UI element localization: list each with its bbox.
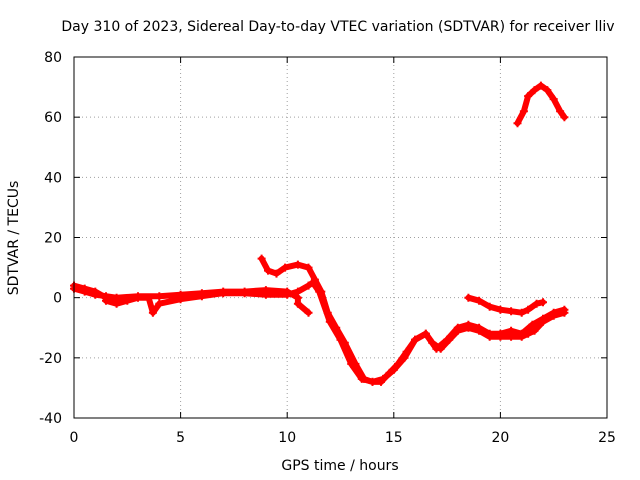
data-point xyxy=(421,329,430,338)
data-point xyxy=(428,338,437,347)
data-point xyxy=(264,266,272,275)
data-point xyxy=(539,317,547,326)
data-point xyxy=(475,326,484,335)
y-axis-label: SDTVAR / TECUs xyxy=(6,181,22,296)
data-point xyxy=(536,81,545,90)
data-point xyxy=(560,308,569,317)
x-tick-label: 5 xyxy=(176,430,185,446)
axis-ticks xyxy=(73,56,608,419)
data-point xyxy=(556,107,565,116)
data-point xyxy=(340,338,349,347)
y-tick-label: 40 xyxy=(44,170,62,186)
data-point xyxy=(176,295,185,304)
x-tick-label: 10 xyxy=(278,430,296,446)
data-point xyxy=(102,296,110,305)
data-point xyxy=(549,311,558,320)
y-tick-label: -40 xyxy=(39,411,62,427)
data-point xyxy=(134,293,142,302)
grid xyxy=(74,57,607,418)
data-point xyxy=(123,296,132,305)
data-point xyxy=(272,269,281,278)
data-point xyxy=(304,263,313,272)
x-tick-label: 25 xyxy=(598,430,616,446)
x-axis-label: GPS time / hours xyxy=(281,458,398,474)
data-point xyxy=(257,254,266,263)
data-point xyxy=(304,308,313,317)
data-point xyxy=(310,275,319,284)
data-point xyxy=(532,299,541,308)
data-point xyxy=(144,293,153,302)
y-tick-label: 80 xyxy=(44,50,62,66)
data-point xyxy=(112,299,121,308)
data-point xyxy=(485,302,494,311)
data-point xyxy=(368,377,377,386)
series-group xyxy=(70,81,569,386)
data-point xyxy=(317,287,326,296)
data-point xyxy=(464,323,473,332)
data-point xyxy=(293,287,302,296)
data-point xyxy=(411,335,420,344)
data-point xyxy=(155,292,164,301)
data-point xyxy=(80,284,89,293)
data-point xyxy=(539,298,547,307)
data-point xyxy=(513,119,522,128)
y-tick-label: 60 xyxy=(44,110,62,126)
data-point xyxy=(293,299,302,308)
data-point xyxy=(524,329,533,338)
data-point xyxy=(351,359,360,368)
data-point xyxy=(377,377,385,386)
data-point xyxy=(219,289,228,298)
data-point xyxy=(293,260,302,269)
x-tick-label: 20 xyxy=(491,430,509,446)
data-point xyxy=(517,332,526,341)
data-point xyxy=(332,323,341,332)
data-point xyxy=(528,320,537,329)
data-point xyxy=(519,107,528,116)
data-point xyxy=(475,296,484,305)
data-point xyxy=(304,281,313,290)
data-point xyxy=(517,308,526,317)
data-point xyxy=(560,113,569,122)
data-point xyxy=(445,335,454,344)
data-point xyxy=(549,95,558,104)
data-point xyxy=(360,374,368,383)
axis-tick-labels: 0 5 10 15 20 25 -40 -20 0 20 40 60 80 xyxy=(39,50,616,446)
x-tick-label: 0 xyxy=(70,430,79,446)
data-point xyxy=(524,305,533,314)
y-tick-label: 0 xyxy=(53,291,62,307)
data-point xyxy=(91,287,100,296)
y-tick-label: 20 xyxy=(44,231,62,247)
data-point xyxy=(496,332,505,341)
data-point xyxy=(240,289,249,298)
data-point xyxy=(464,293,473,302)
data-point xyxy=(155,299,164,308)
data-point xyxy=(281,263,290,272)
data-point xyxy=(402,347,411,356)
data-point xyxy=(453,326,462,335)
data-point xyxy=(283,290,292,299)
y-tick-label: -20 xyxy=(39,351,62,367)
data-point xyxy=(197,292,206,301)
data-point xyxy=(530,86,539,95)
data-point xyxy=(530,326,539,335)
chart-title: Day 310 of 2023, Sidereal Day-to-day VTE… xyxy=(61,19,614,35)
series-line-5 xyxy=(514,82,568,127)
data-point xyxy=(543,86,552,95)
data-point xyxy=(496,305,505,314)
data-point xyxy=(524,92,533,101)
data-point xyxy=(323,308,332,317)
data-point xyxy=(261,290,270,299)
x-tick-label: 15 xyxy=(385,430,403,446)
data-point xyxy=(436,344,445,353)
data-point xyxy=(485,332,494,341)
data-point xyxy=(507,332,516,341)
data-point xyxy=(385,368,394,377)
data-point xyxy=(394,359,403,368)
series-line-3 xyxy=(258,255,568,385)
data-point xyxy=(507,307,516,316)
data-point xyxy=(148,308,157,317)
